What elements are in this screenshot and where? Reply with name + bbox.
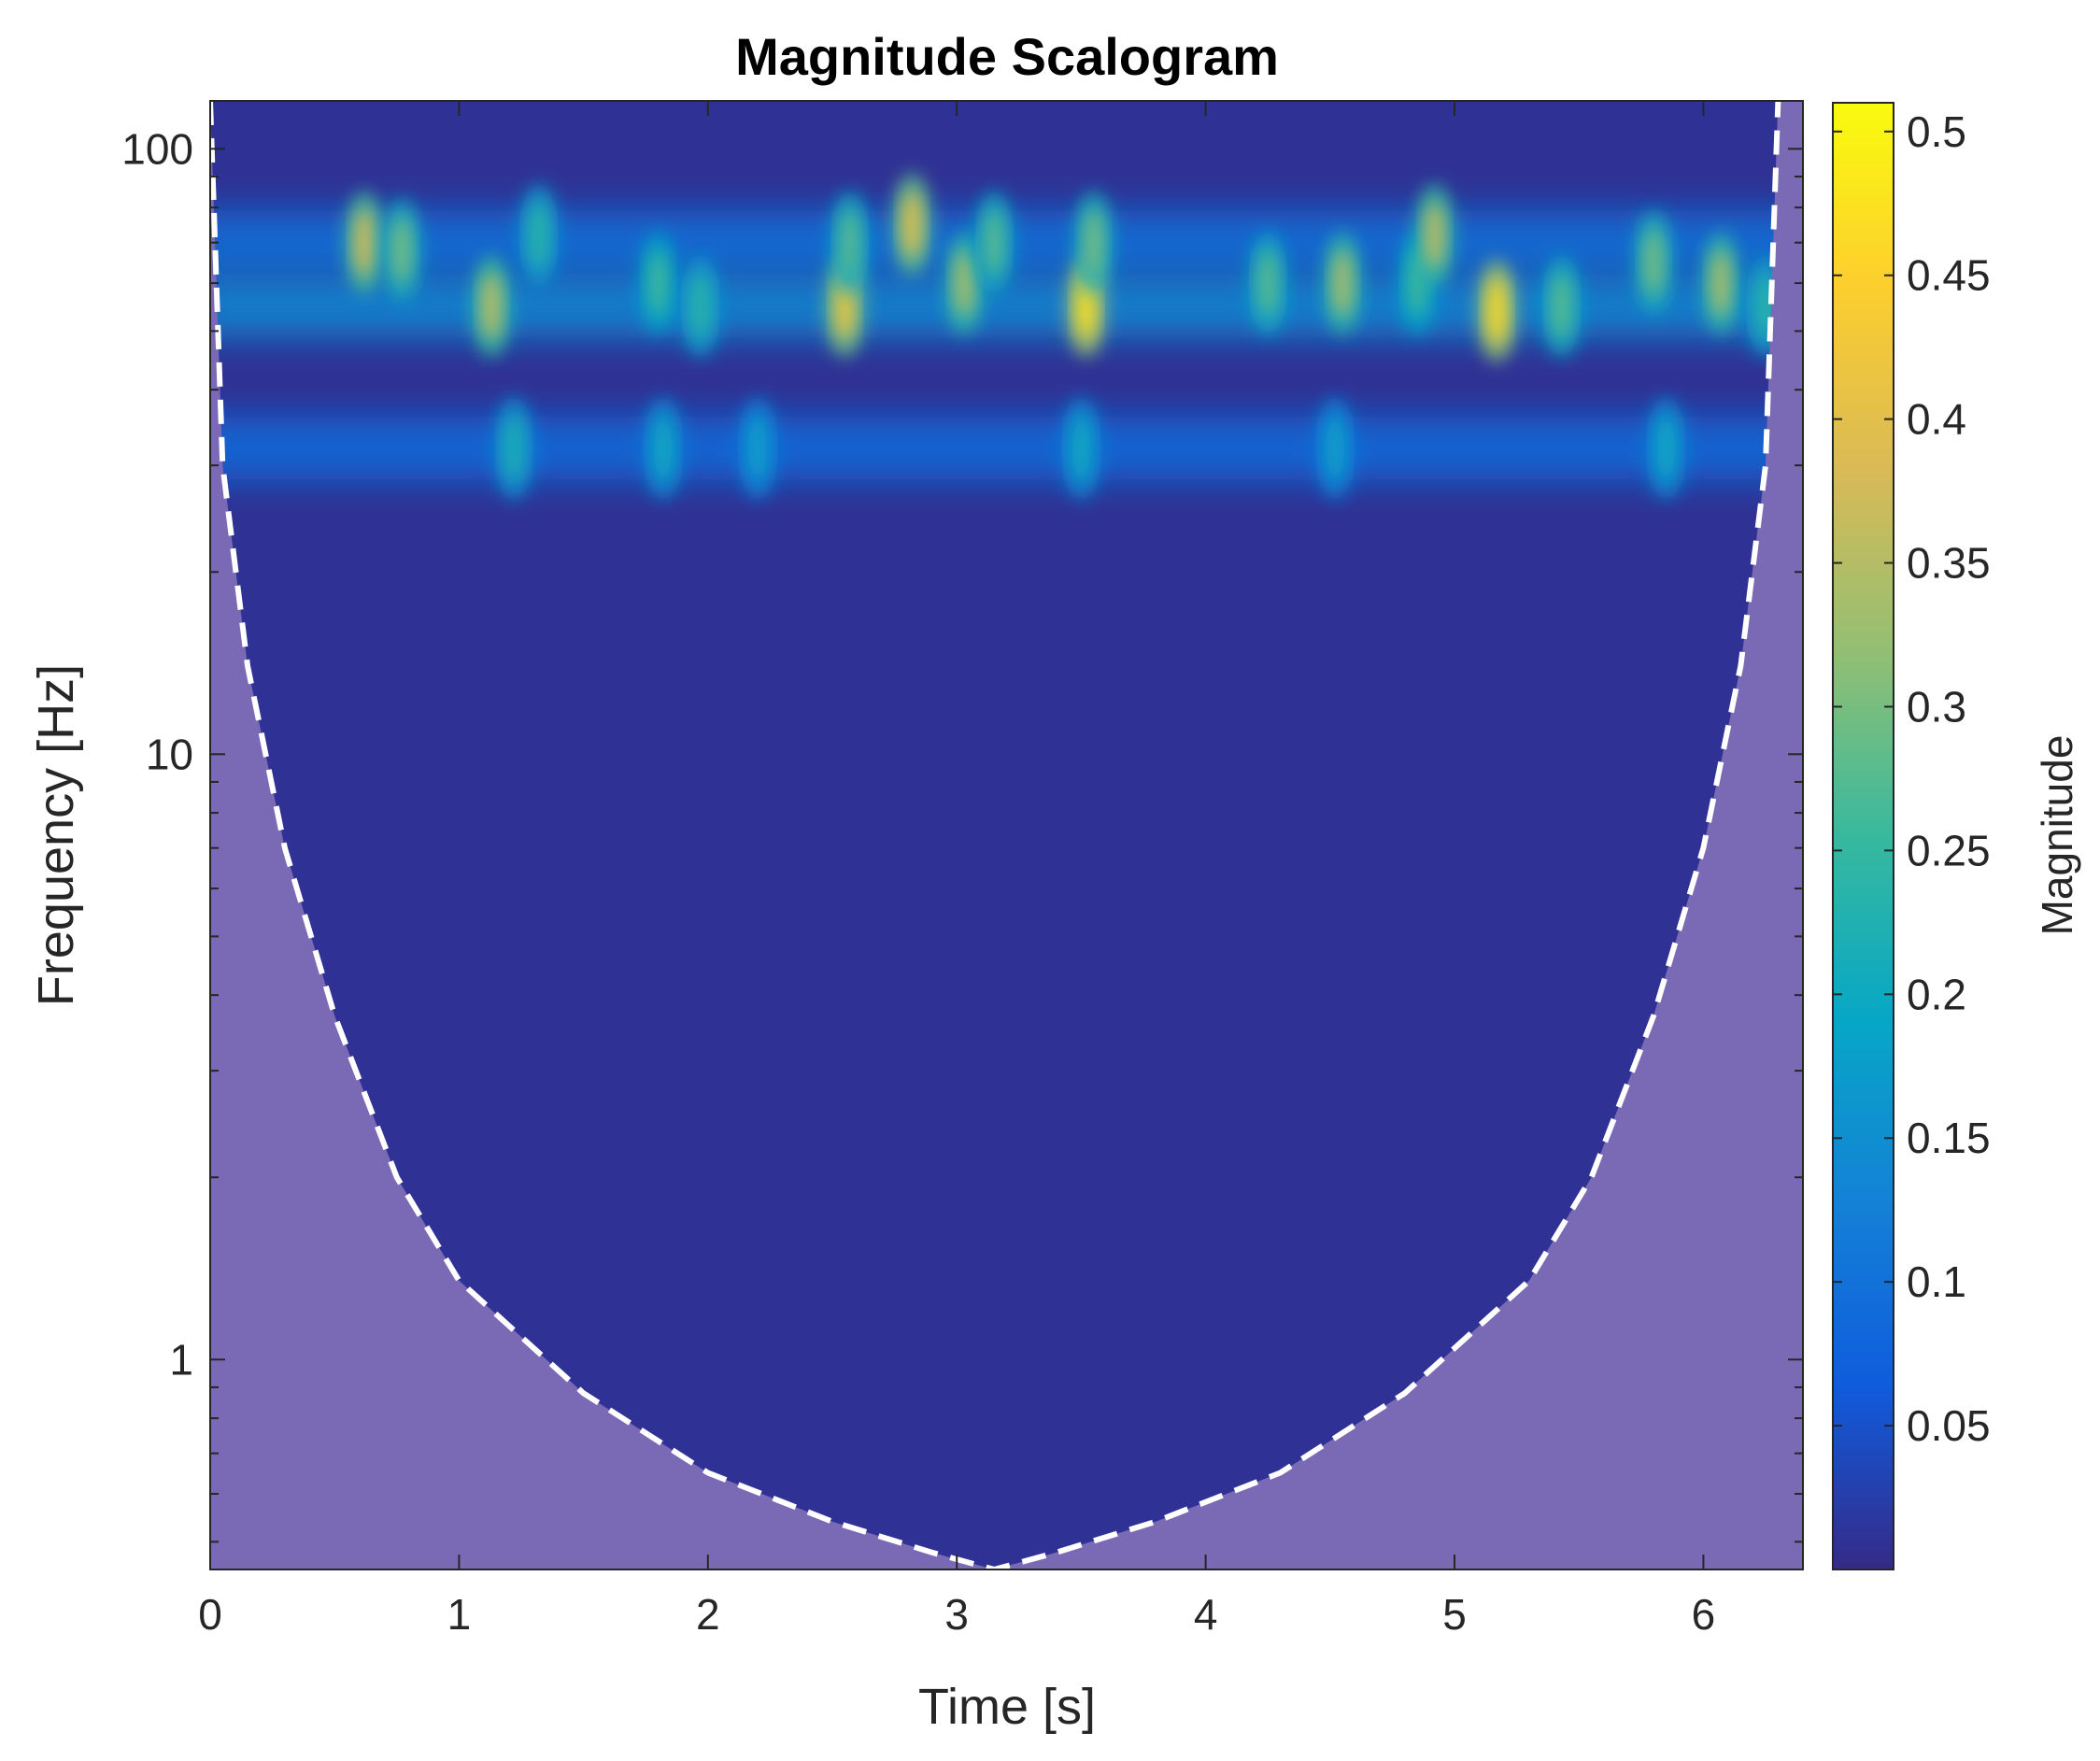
colorbar-tick-label: 0.4 [1907,395,1966,444]
heatmap-hotspot-24 [1552,272,1571,340]
y-axis-label: Frequency [Hz] [28,664,84,1006]
cone-of-influence-line [210,101,1781,1569]
heatmap-hotspot-22 [1425,201,1444,269]
heatmap-hotspot-6 [648,249,668,318]
heatmap-hotspot-19 [1333,249,1353,318]
x-tick-label: 0 [198,1590,222,1639]
colorbar-tick-label: 0.45 [1907,251,1991,300]
heatmap-band-3 [210,416,1803,480]
heatmap-layer [210,173,1803,500]
colorbar-bar [1832,102,1894,1570]
x-tick-label: 3 [944,1590,969,1639]
x-tick-label: 1 [447,1590,472,1639]
heatmap-hotspot-16 [1071,414,1091,482]
heatmap-hotspot-8 [690,272,710,340]
colorbar-tick-label: 0.5 [1907,107,1966,156]
colorbar-ticks: 0.05 0.1 0.15 0.2 0.25 0.3 0.35 0.4 0.45 0.5 [1833,107,1991,1450]
colorbar-tick-label: 0.15 [1907,1114,1991,1162]
colorbar: 0.05 0.1 0.15 0.2 0.25 0.3 0.35 0.4 0.45 0.5 Magn… [1832,102,2081,1570]
heatmap-hotspot-14 [985,208,1004,277]
colorbar-tick-label: 0.3 [1907,682,1966,731]
colorbar-tick-label: 0.25 [1907,826,1991,874]
y-tick-label: 1 [169,1335,193,1384]
heatmap-hotspot-4 [504,414,524,482]
heatmap-hotspot-25 [1644,228,1664,296]
heatmap-hotspot-9 [748,414,768,482]
heatmap-hotspot-11 [840,208,859,277]
heatmap-hotspot-13 [955,249,974,318]
heatmap-hotspot-5 [529,201,548,269]
colorbar-tick-label: 0.2 [1907,970,1966,1018]
heatmap-hotspot-17 [1084,208,1103,277]
heatmap-hotspot-27 [1711,249,1731,318]
heatmap-hotspot-18 [1258,249,1278,318]
heatmap-hotspot-12 [902,191,922,259]
x-tick-label: 5 [1442,1590,1467,1639]
colorbar-tick-label: 0.05 [1907,1401,1991,1450]
heatmap-hotspot-1 [355,208,375,277]
plot-area [209,100,1804,1570]
heatmap-hotspot-20 [1326,414,1345,482]
colorbar-label: Magnitude [2033,735,2081,936]
y-tick-label: 100 [121,124,193,173]
colorbar-tick-label: 0.1 [1907,1257,1966,1306]
y-tick-label: 10 [146,730,193,778]
heatmap-hotspot-23 [1487,277,1507,345]
chart-title: Magnitude Scalogram [735,27,1279,86]
heatmap-hotspot-3 [482,272,502,340]
colorbar-tick-label: 0.35 [1907,539,1991,588]
heatmap-hotspot-26 [1656,414,1676,482]
cone-of-influence-shading [210,101,1803,1569]
heatmap-hotspot-7 [653,414,673,482]
x-axis-label: Time [s] [918,1679,1096,1735]
x-tick-label: 6 [1692,1590,1716,1639]
x-axis: 0 1 2 3 4 5 6 [198,101,1715,1639]
x-tick-label: 2 [696,1590,720,1639]
heatmap-hotspot-2 [392,216,412,284]
plot-frame [209,100,1804,1570]
x-tick-label: 4 [1194,1590,1218,1639]
y-axis: 1 10 100 [121,124,1803,1543]
